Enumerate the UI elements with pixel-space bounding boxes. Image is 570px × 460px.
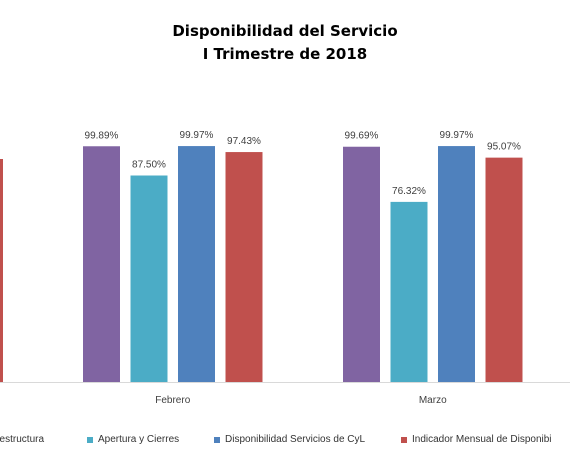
bar-febrero-1 <box>83 146 120 382</box>
data-label: 95.07% <box>487 142 521 153</box>
data-label: 76.32% <box>392 186 426 197</box>
legend-label: Apertura y Cierres <box>98 434 180 445</box>
legend-swatch <box>401 436 407 443</box>
data-label: 97.43% <box>227 136 261 147</box>
bar-marzo-3 <box>438 146 475 382</box>
legend-item: Indicador Mensual de Disponibi <box>401 434 552 445</box>
bar-marzo-4 <box>485 157 523 382</box>
bar-marzo-2 <box>390 201 428 382</box>
bar-febrero-3 <box>178 146 215 382</box>
legend: aestructura Apertura y Cierres Disponibili… <box>0 434 570 454</box>
chart-title: Disponibilidad del Servicio <box>172 22 398 40</box>
legend-item: aestructura <box>0 434 44 445</box>
x-tick-label: Marzo <box>419 395 447 406</box>
legend-item: Disponibilidad Servicios de CyL <box>214 434 365 445</box>
legend-label: aestructura <box>0 434 45 445</box>
data-label: 99.97% <box>440 130 474 141</box>
legend-swatch <box>87 436 93 443</box>
legend-label: Disponibilidad Servicios de CyL <box>225 434 366 445</box>
legend-item: Apertura y Cierres <box>87 434 179 445</box>
chart-subtitle: I Trimestre de 2018 <box>202 45 368 63</box>
bar-partial-previous-month <box>0 159 3 382</box>
data-label: 99.89% <box>85 130 119 141</box>
legend-label: Indicador Mensual de Disponibi <box>412 434 552 445</box>
data-label: 87.50% <box>132 160 166 171</box>
data-label: 99.69% <box>345 131 379 142</box>
x-tick-label: Febrero <box>155 395 190 406</box>
data-label: 99.97% <box>180 130 214 141</box>
bar-febrero-2 <box>130 175 168 382</box>
legend-swatch <box>214 436 220 443</box>
bar-marzo-1 <box>343 146 380 382</box>
bar-febrero-4 <box>225 152 263 382</box>
